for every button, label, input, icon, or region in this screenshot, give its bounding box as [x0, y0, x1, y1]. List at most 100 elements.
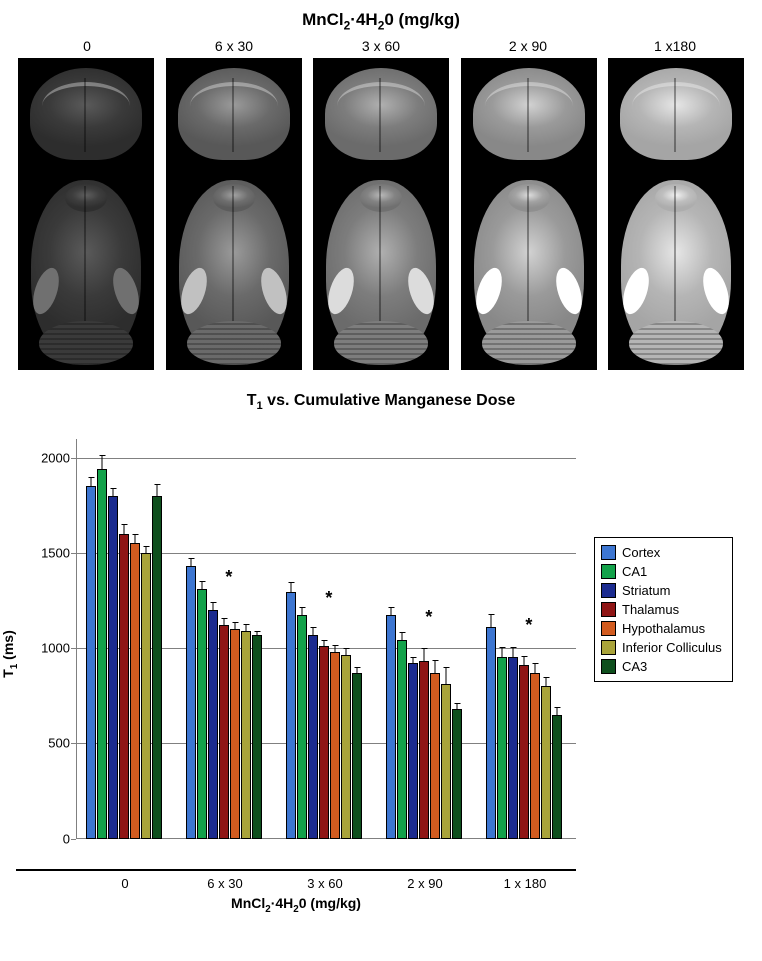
x-tick-label: 3 x 60 — [307, 876, 342, 891]
mri-coronal — [313, 58, 449, 170]
legend-item: Thalamus — [601, 600, 722, 619]
bar — [552, 715, 562, 839]
bar — [186, 566, 196, 838]
mri-row-coronal — [18, 58, 744, 170]
legend: Cortex CA1 Striatum Thalamus HypothalamusInf… — [594, 537, 733, 682]
error-bar — [202, 581, 203, 591]
bar — [308, 635, 318, 839]
bar-group — [386, 615, 463, 839]
legend-item: Inferior Colliculus — [601, 638, 722, 657]
error-bar — [213, 602, 214, 611]
legend-item: Cortex — [601, 543, 722, 562]
x-tick-label: 2 x 90 — [407, 876, 442, 891]
bar — [152, 496, 162, 839]
bar — [86, 486, 96, 838]
gridline — [76, 458, 576, 459]
chart-title: T1 vs. Cumulative Manganese Dose — [10, 392, 752, 412]
dose-label: 2 x 90 — [461, 38, 595, 54]
x-axis-label: MnCl2·4H20 (mg/kg) — [231, 895, 361, 915]
bar — [341, 655, 351, 839]
bar — [97, 469, 107, 839]
error-bar — [102, 455, 103, 470]
x-tick-label: 6 x 30 — [207, 876, 242, 891]
bar — [541, 686, 551, 838]
error-bar — [346, 648, 347, 656]
bar — [408, 663, 418, 838]
legend-item: Striatum — [601, 581, 722, 600]
mri-coronal — [461, 58, 597, 170]
error-bar — [357, 667, 358, 674]
y-tick-mark — [71, 648, 76, 649]
dose-label-row: 06 x 303 x 602 x 901 x180 — [20, 38, 742, 54]
legend-swatch — [601, 640, 616, 655]
error-bar — [302, 607, 303, 616]
significance-marker: * — [225, 567, 232, 588]
mri-coronal — [166, 58, 302, 170]
bar-group — [86, 469, 163, 839]
error-bar — [135, 534, 136, 544]
error-bar — [91, 477, 92, 487]
mri-coronal — [608, 58, 744, 170]
y-tick-mark — [71, 458, 76, 459]
error-bar — [335, 645, 336, 653]
error-bar — [157, 484, 158, 496]
x-tick-label: 0 — [121, 876, 128, 891]
dose-label: 3 x 60 — [314, 38, 448, 54]
x-tick-label: 1 x 180 — [504, 876, 547, 891]
y-tick-mark — [71, 743, 76, 744]
error-bar — [291, 582, 292, 593]
bar — [108, 496, 118, 839]
significance-marker: * — [425, 607, 432, 628]
bar — [419, 661, 429, 838]
mri-grid — [18, 58, 744, 370]
error-bar — [191, 558, 192, 568]
mri-horizontal — [313, 170, 449, 370]
bar — [352, 673, 362, 839]
error-bar — [435, 660, 436, 674]
legend-swatch — [601, 621, 616, 636]
bar — [486, 627, 496, 838]
significance-marker: * — [325, 588, 332, 609]
bar — [452, 709, 462, 839]
bar — [141, 553, 151, 839]
error-bar — [424, 648, 425, 662]
legend-swatch — [601, 602, 616, 617]
dose-label: 6 x 30 — [167, 38, 301, 54]
error-bar — [402, 632, 403, 642]
legend-label: Cortex — [622, 545, 660, 560]
error-bar — [113, 488, 114, 497]
legend-swatch — [601, 545, 616, 560]
bar — [530, 673, 540, 839]
bar — [297, 615, 307, 839]
error-bar — [502, 647, 503, 657]
legend-item: Hypothalamus — [601, 619, 722, 638]
legend-label: CA3 — [622, 659, 647, 674]
bar — [219, 625, 229, 838]
y-tick-label: 1000 — [16, 641, 70, 656]
legend-label: Striatum — [622, 583, 670, 598]
error-bar — [491, 614, 492, 628]
error-bar — [446, 667, 447, 685]
legend-swatch — [601, 583, 616, 598]
legend-label: CA1 — [622, 564, 647, 579]
legend-swatch — [601, 564, 616, 579]
bar — [519, 665, 529, 838]
error-bar — [124, 524, 125, 534]
y-tick-label: 1500 — [16, 545, 70, 560]
bar — [508, 657, 518, 839]
bar-group — [186, 566, 263, 838]
bar — [197, 589, 207, 839]
mri-horizontal — [461, 170, 597, 370]
legend-label: Thalamus — [622, 602, 679, 617]
error-bar — [257, 631, 258, 636]
bar — [230, 629, 240, 839]
error-bar — [224, 618, 225, 627]
dose-label: 1 x180 — [608, 38, 742, 54]
error-bar — [313, 627, 314, 636]
bar — [119, 534, 129, 839]
bar-group — [286, 592, 363, 839]
bar — [252, 635, 262, 839]
error-bar — [546, 677, 547, 687]
error-bar — [413, 657, 414, 665]
y-tick-mark — [71, 553, 76, 554]
